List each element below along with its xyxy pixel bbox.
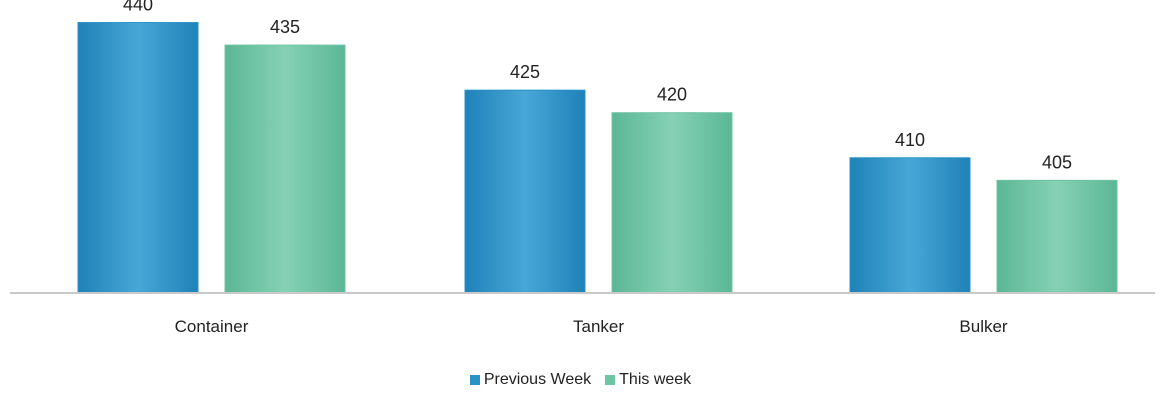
value-labels-layer: 440 435 425 420 410 405 [123,0,1072,172]
legend-swatch-this-week [605,375,616,385]
bar-container-this-week [224,44,346,294]
bars-layer [77,22,1118,294]
x-tick-labels: Container Tanker Bulker [175,317,1008,336]
value-label-container-previous-week: 440 [123,0,153,15]
bar-tanker-this-week [611,112,733,294]
value-label-bulker-this-week: 405 [1042,152,1072,172]
value-label-container-this-week: 435 [270,17,300,37]
legend: Previous Week This week [0,371,1161,389]
legend-label-previous-week: Previous Week [483,371,592,388]
bar-container-previous-week [77,22,199,294]
bar-bulker-this-week [996,179,1118,294]
value-label-bulker-previous-week: 410 [895,130,925,150]
legend-swatch-previous-week [469,375,480,385]
legend-item-this-week: This week [605,371,691,389]
x-tick-label-bulker: Bulker [959,317,1008,336]
bar-bulker-previous-week [849,157,971,294]
legend-label-this-week: This week [619,371,692,388]
legend-item-previous-week: Previous Week [469,371,592,389]
value-label-tanker-this-week: 420 [657,85,687,105]
x-tick-label-tanker: Tanker [573,317,624,336]
x-tick-label-container: Container [175,317,249,336]
bar-tanker-previous-week [464,89,586,294]
value-label-tanker-previous-week: 425 [510,62,540,82]
